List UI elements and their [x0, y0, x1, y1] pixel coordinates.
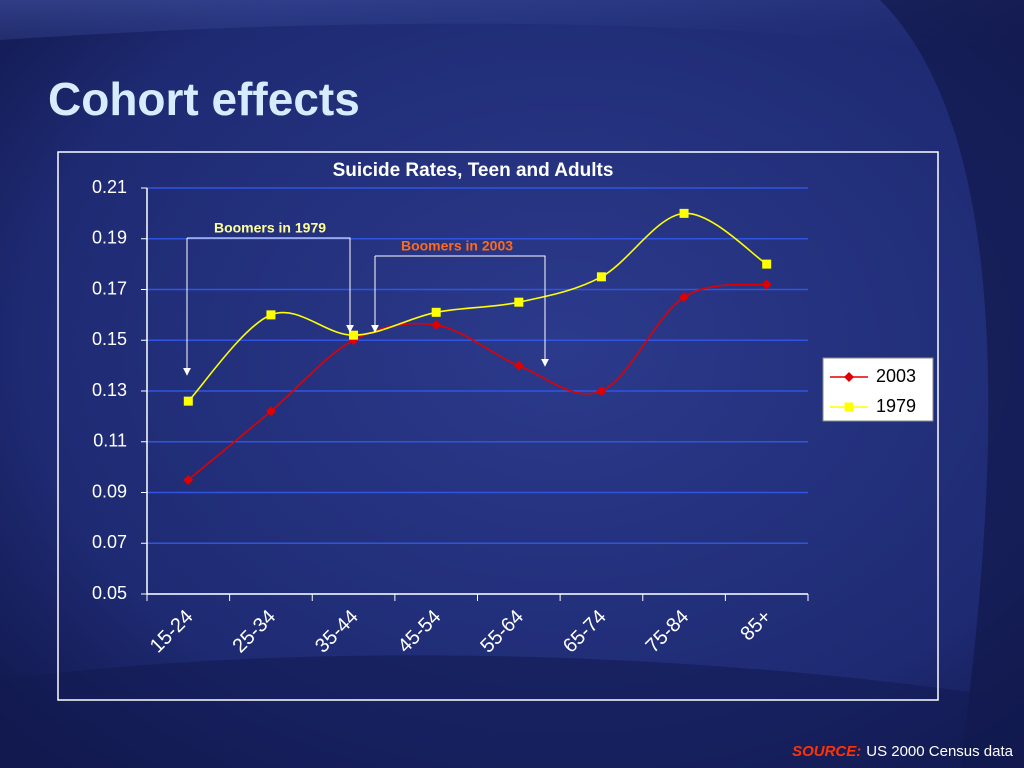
y-tick-label: 0.19 [92, 228, 127, 248]
legend [822, 357, 934, 422]
legend-marker [844, 402, 854, 412]
data-point [265, 406, 276, 417]
data-point [183, 396, 193, 406]
series-line [187, 283, 767, 481]
y-tick-label: 0.17 [92, 278, 127, 298]
legend-label: 2003 [876, 366, 916, 386]
background-shape [0, 0, 1024, 60]
legend-marker [844, 372, 854, 382]
background-shape [0, 655, 1024, 768]
annotation: Boomers in 1979 [214, 220, 326, 236]
data-point [513, 360, 524, 371]
data-point [679, 292, 690, 303]
y-tick-label: 0.13 [92, 380, 127, 400]
y-tick-label: 0.05 [92, 583, 127, 603]
y-tick-label: 0.11 [93, 431, 127, 451]
y-tick-label: 0.07 [92, 532, 127, 552]
y-tick-label: 0.21 [92, 177, 127, 197]
data-point [266, 310, 276, 320]
data-point [431, 307, 441, 317]
data-point [761, 279, 772, 290]
data-point [596, 386, 607, 396]
source-label: SOURCE: [792, 743, 861, 760]
legend-label: 1979 [876, 396, 916, 416]
data-point [349, 330, 359, 340]
chart-frame [57, 151, 939, 701]
background-shape [880, 0, 1024, 768]
data-point [679, 208, 689, 218]
source-text: US 2000 Census data [866, 743, 1013, 760]
annotation-brackets [183, 237, 549, 376]
data-point [762, 259, 772, 269]
data-point [183, 474, 194, 485]
source: SOURCE: US 2000 Census data [792, 743, 1014, 760]
y-tick-label: 0.15 [92, 329, 127, 349]
annotation: Boomers in 2003 [401, 238, 513, 254]
data-point [514, 297, 524, 307]
data-point [596, 272, 606, 282]
data-point [431, 320, 442, 331]
chart-title: Suicide Rates, Teen and Adults [333, 160, 614, 181]
slide-title: Cohort effects [48, 73, 360, 125]
y-tick-label: 0.09 [92, 481, 127, 501]
